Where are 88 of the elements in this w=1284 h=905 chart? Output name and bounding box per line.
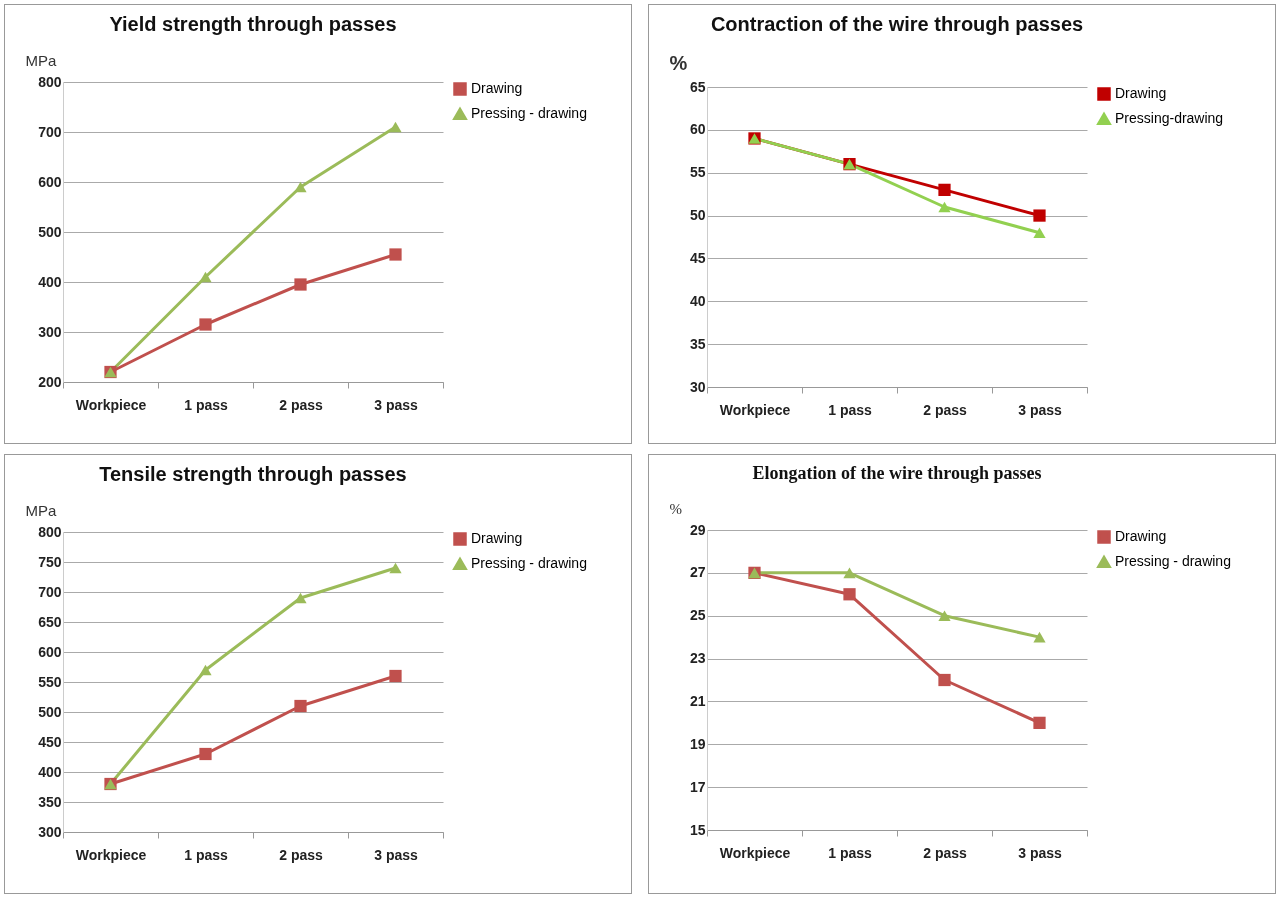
y-tick-label: 700 — [38, 123, 62, 140]
y-tick-label: 500 — [38, 703, 62, 720]
y-tick-label: 60 — [689, 121, 706, 138]
chart-title: Yield strength through passes — [109, 13, 397, 35]
y-tick-label: 40 — [689, 292, 706, 309]
x-tick-label: 2 pass — [923, 844, 967, 861]
y-tick-label: 17 — [689, 778, 706, 795]
x-tick-label: 1 pass — [828, 401, 872, 418]
point — [294, 592, 307, 604]
y-tick-label: 55 — [689, 164, 706, 181]
point — [389, 562, 402, 574]
point — [938, 183, 951, 196]
x-tick-label: 1 pass — [184, 396, 228, 413]
x-tick-label: 3 pass — [374, 396, 418, 413]
y-tick-label: 300 — [38, 823, 62, 840]
point — [389, 669, 402, 683]
point — [389, 121, 402, 133]
y-tick-label: 200 — [38, 373, 62, 390]
y-tick-label: 45 — [689, 249, 706, 266]
legend-label: Pressing - drawing — [1115, 553, 1231, 569]
x-tick-label: 2 pass — [279, 846, 323, 863]
point — [843, 567, 856, 579]
x-tick-label: 3 pass — [1018, 401, 1062, 418]
point — [199, 271, 212, 283]
y-tick-label: 500 — [38, 223, 62, 240]
point — [389, 248, 402, 261]
point — [938, 610, 951, 622]
y-tick-label: 29 — [689, 521, 706, 538]
y-tick-label: 700 — [38, 583, 62, 600]
y-tick-label: 600 — [38, 643, 62, 660]
x-tick-label: Workpiece — [719, 401, 791, 418]
point — [938, 201, 951, 213]
y-tick-label: 650 — [38, 613, 62, 630]
legend-label: Pressing - drawing — [471, 555, 587, 571]
legend-label: Drawing — [471, 80, 523, 96]
point — [199, 747, 212, 761]
y-tick-label: 550 — [38, 673, 62, 690]
x-tick-label: Workpiece — [75, 846, 147, 863]
point — [1033, 631, 1046, 643]
point — [294, 278, 307, 291]
y-tick-label: 800 — [38, 73, 62, 90]
y-axis-title: % — [669, 51, 688, 74]
point — [1033, 227, 1046, 239]
point — [199, 318, 212, 331]
point — [843, 588, 856, 601]
y-tick-label: 65 — [689, 78, 706, 95]
y-tick-label: 750 — [38, 553, 62, 570]
y-tick-label: 25 — [689, 607, 706, 624]
chart-title: Elongation of the wire through passes — [752, 463, 1042, 483]
point — [199, 664, 212, 676]
legend-label: Pressing - drawing — [471, 105, 587, 121]
legend-label: Drawing — [471, 530, 523, 546]
chart-title: Contraction of the wire through passes — [710, 13, 1084, 35]
y-tick-label: 600 — [38, 173, 62, 190]
x-tick-label: 2 pass — [923, 401, 967, 418]
y-tick-label: 400 — [38, 273, 62, 290]
y-tick-label: 300 — [38, 323, 62, 340]
x-tick-label: Workpiece — [719, 844, 791, 861]
y-tick-label: 800 — [38, 523, 62, 540]
x-tick-label: 1 pass — [828, 844, 872, 861]
legend-label: Pressing-drawing — [1115, 110, 1224, 126]
point — [294, 699, 307, 713]
y-tick-label: 35 — [689, 335, 706, 352]
point — [1033, 716, 1046, 729]
point — [938, 673, 951, 687]
y-axis-title: % — [669, 500, 682, 517]
legend-label: Drawing — [1115, 528, 1167, 544]
chart-title: Tensile strength through passes — [99, 463, 407, 485]
y-tick-label: 27 — [689, 564, 706, 581]
y-tick-label: 400 — [38, 763, 62, 780]
y-axis-title: MPa — [25, 51, 57, 69]
x-tick-label: 3 pass — [1018, 844, 1062, 861]
y-tick-label: 50 — [689, 207, 706, 224]
y-tick-label: 15 — [689, 821, 706, 838]
y-tick-label: 23 — [689, 650, 706, 667]
point — [1033, 209, 1046, 222]
y-tick-label: 450 — [38, 733, 62, 750]
y-tick-label: 30 — [689, 378, 706, 395]
x-tick-label: 1 pass — [184, 846, 228, 863]
y-tick-label: 350 — [38, 793, 62, 810]
x-tick-label: 2 pass — [279, 396, 323, 413]
legend-label: Drawing — [1115, 85, 1167, 101]
y-tick-label: 21 — [689, 692, 706, 709]
y-tick-label: 19 — [689, 735, 706, 752]
x-tick-label: 3 pass — [374, 846, 418, 863]
y-axis-title: MPa — [25, 501, 57, 519]
point — [294, 181, 307, 193]
x-tick-label: Workpiece — [75, 396, 147, 413]
